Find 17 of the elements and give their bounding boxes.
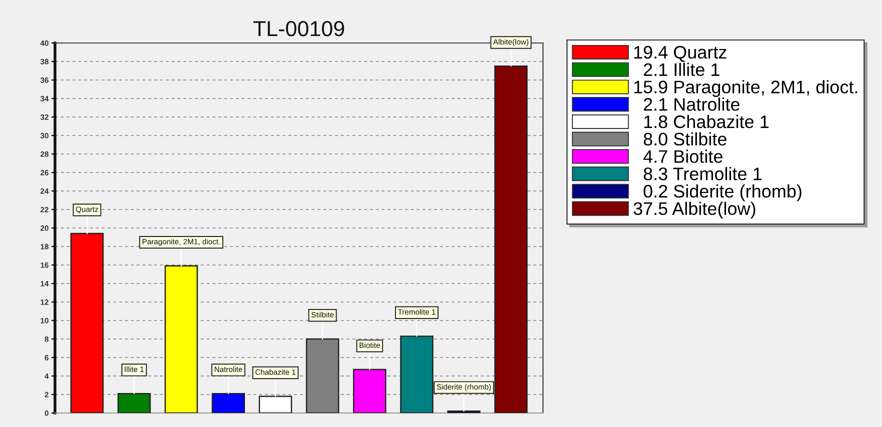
text: 15.9 Paragonite, 2M1, dioct. bbox=[634, 80, 858, 97]
bar bbox=[353, 368, 386, 413]
text: 0.2 Siderite (rhomb) bbox=[644, 184, 802, 202]
bar bbox=[212, 392, 245, 413]
bar bbox=[70, 232, 104, 413]
bar bbox=[306, 338, 340, 413]
bar bbox=[164, 265, 198, 413]
text: 8.3 Tremolite 1 bbox=[644, 167, 762, 180]
text: 2.1 Illite 1 bbox=[644, 62, 720, 76]
text: 1.8 Chabazite 1 bbox=[644, 114, 769, 128]
chart-title: TL-00109 bbox=[253, 21, 344, 36]
bar bbox=[117, 392, 151, 413]
text: 37.5 Albite(low) bbox=[634, 202, 756, 219]
text: 4.7 Biotite bbox=[643, 150, 722, 163]
text: 19.4 Quartz bbox=[634, 46, 726, 62]
text: 2.1 Natrolite bbox=[644, 98, 740, 111]
text: 8.0 Stilbite bbox=[644, 132, 726, 146]
